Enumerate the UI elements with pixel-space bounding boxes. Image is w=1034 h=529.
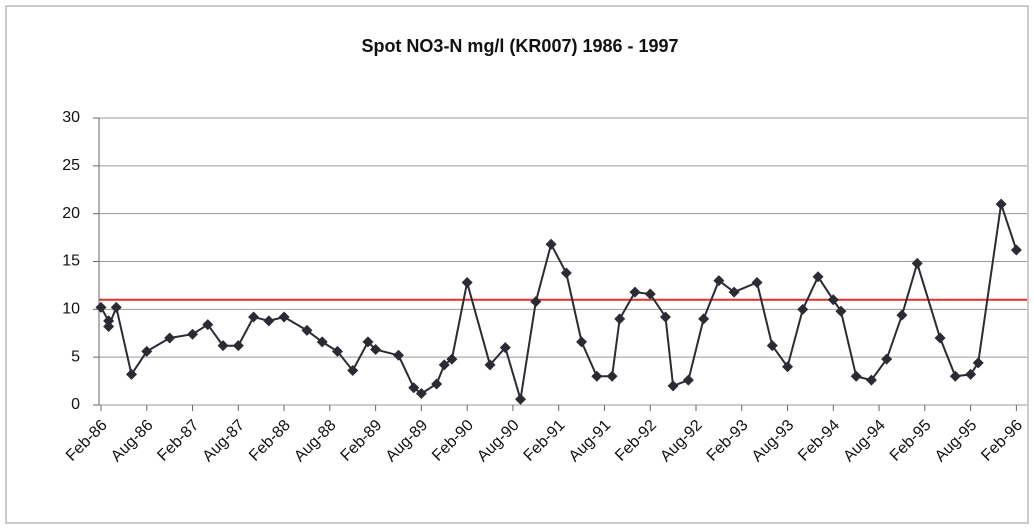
data-point: [995, 198, 1007, 210]
data-point: [232, 340, 244, 352]
data-point: [103, 315, 115, 327]
y-tick-label: 0: [71, 396, 80, 413]
data-point: [698, 313, 710, 325]
data-point: [797, 303, 809, 315]
data-point: [408, 382, 420, 394]
data-point: [126, 368, 138, 380]
data-point: [187, 328, 199, 340]
data-point: [728, 286, 740, 298]
data-point: [461, 277, 473, 289]
data-point: [164, 332, 176, 344]
data-point: [217, 340, 229, 352]
data-point: [949, 370, 961, 382]
data-point: [896, 309, 908, 321]
data-point: [782, 361, 794, 373]
data-point: [606, 370, 618, 382]
data-point: [370, 344, 382, 356]
data-point: [392, 349, 404, 361]
y-tick-label: 25: [62, 157, 80, 174]
data-point: [865, 374, 877, 386]
y-tick-label: 30: [62, 109, 80, 126]
data-point: [766, 340, 778, 352]
data-point: [248, 311, 260, 323]
data-point: [812, 271, 824, 283]
data-point: [446, 353, 458, 365]
data-point: [331, 345, 343, 357]
y-tick-label: 15: [62, 253, 80, 270]
data-point: [110, 301, 122, 313]
chart-title: Spot NO3-N mg/l (KR007) 1986 - 1997: [361, 36, 678, 56]
data-point: [713, 275, 725, 287]
data-point: [202, 319, 214, 331]
data-point: [667, 380, 679, 392]
data-point: [545, 238, 557, 250]
data-point: [682, 374, 694, 386]
data-point: [560, 267, 572, 279]
data-point: [515, 393, 527, 405]
data-point: [103, 321, 115, 333]
data-point: [316, 336, 328, 348]
data-point: [95, 301, 107, 313]
data-point: [614, 313, 626, 325]
y-tick-label: 20: [62, 205, 80, 222]
data-point: [484, 359, 496, 371]
data-point: [835, 305, 847, 317]
data-point: [530, 296, 542, 308]
data-point: [965, 368, 977, 380]
data-point: [278, 311, 290, 323]
data-point: [911, 257, 923, 269]
data-point: [644, 288, 656, 300]
chart-frame: [5, 5, 1029, 524]
data-point: [751, 277, 763, 289]
data-point: [934, 332, 946, 344]
data-point: [576, 336, 588, 348]
data-point: [438, 359, 450, 371]
data-point: [301, 324, 313, 336]
data-point: [141, 345, 153, 357]
data-point: [362, 336, 374, 348]
data-point: [827, 294, 839, 306]
data-point: [431, 378, 443, 390]
data-point: [499, 342, 511, 354]
data-point: [263, 315, 275, 327]
data-point: [659, 311, 671, 323]
data-point: [415, 388, 427, 400]
y-tick-label: 5: [71, 348, 80, 365]
data-point: [1010, 244, 1022, 256]
data-point: [881, 353, 893, 365]
y-tick-label: 10: [62, 301, 80, 318]
data-point: [591, 370, 603, 382]
data-point: [347, 365, 359, 377]
data-point: [850, 370, 862, 382]
data-point: [629, 286, 641, 298]
data-point: [972, 357, 984, 369]
